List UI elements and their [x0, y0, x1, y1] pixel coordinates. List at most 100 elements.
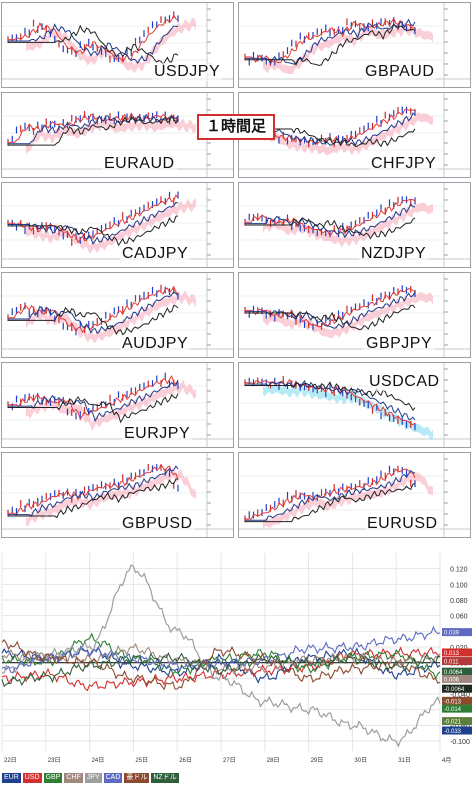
ichimoku-cloud — [263, 382, 433, 441]
pair-label: EURJPY — [122, 425, 193, 443]
ma-mid — [8, 23, 179, 65]
ma-long — [245, 23, 416, 66]
x-tick-label: 28日 — [267, 757, 280, 764]
ma-long — [8, 304, 179, 336]
price-panel-usdjpy: USDJPY — [1, 2, 234, 88]
last-value-label: -0.014 — [444, 707, 462, 713]
ichimoku-cloud — [26, 379, 196, 432]
last-value-badge — [442, 696, 472, 705]
ma-short — [245, 17, 416, 64]
ma-long — [245, 217, 416, 240]
last-value-label: 0.006 — [444, 677, 460, 683]
price-svg — [2, 453, 233, 537]
price-svg — [2, 3, 233, 87]
ma-long — [8, 24, 179, 66]
price-panel-usdcad: USDCAD — [238, 362, 471, 448]
x-tick-label: 27日 — [223, 757, 236, 764]
last-value-badge — [442, 657, 472, 666]
ichimoku-cloud — [263, 112, 433, 156]
last-value-badge — [442, 648, 472, 657]
series-line — [1, 652, 441, 688]
price-panel-gbpusd: GBPUSD — [1, 452, 234, 538]
ma-mid — [8, 465, 179, 517]
ma-short — [8, 285, 179, 333]
ma-mid — [245, 18, 416, 65]
price-svg — [239, 183, 470, 267]
last-value-label: -0.033 — [444, 729, 462, 735]
pair-label: EURUSD — [365, 515, 440, 533]
last-value-badge — [442, 704, 472, 713]
price-svg — [239, 363, 470, 447]
series-line — [1, 646, 441, 692]
ichimoku-cloud — [26, 17, 196, 74]
last-value-label: 0.039 — [444, 631, 460, 637]
ma-short — [8, 14, 179, 63]
ma-long — [8, 393, 179, 424]
series-line — [1, 642, 441, 675]
price-panel-nzdjpy: NZDJPY — [238, 182, 471, 268]
y-tick-label: 0.060 — [450, 614, 468, 621]
ichimoku-cloud — [26, 290, 196, 344]
pair-label: GBPJPY — [364, 335, 435, 353]
ma-short — [245, 468, 416, 520]
price-panel-chfjpy: CHFJPY — [238, 92, 471, 178]
y-tick-label: 0.120 — [450, 567, 468, 574]
ma-mid — [245, 469, 416, 521]
ma-mid — [8, 113, 179, 145]
pair-label: USDJPY — [152, 63, 223, 81]
last-value-badge — [442, 684, 472, 693]
currency-legend: EUR USD GBP CHF JPY CAD 豪ドル NZドル — [2, 773, 179, 783]
pair-label: GBPUSD — [120, 515, 195, 533]
legend-item[interactable]: EUR — [2, 773, 21, 783]
ma-short — [8, 463, 179, 516]
ma-short — [8, 112, 179, 143]
legend-item[interactable]: USD — [22, 773, 42, 783]
price-svg — [239, 453, 470, 537]
last-value-badge — [442, 674, 472, 683]
last-value-label: -0.0064 — [444, 687, 465, 693]
legend-item[interactable]: 豪ドル — [124, 773, 150, 783]
ichimoku-cloud — [263, 472, 433, 531]
x-tick-label: 26日 — [179, 757, 192, 764]
price-svg — [2, 273, 233, 357]
ma-mid — [8, 290, 179, 335]
last-value-badge — [442, 717, 472, 726]
price-panel-gbpjpy: GBPJPY — [238, 272, 471, 358]
x-tick-label: 4月 — [442, 757, 451, 764]
ichimoku-cloud — [26, 116, 196, 154]
last-value-badge — [442, 726, 472, 735]
pair-label: AUDJPY — [120, 335, 191, 353]
price-panel-audjpy: AUDJPY — [1, 272, 234, 358]
legend-item[interactable]: CHF — [64, 773, 83, 783]
last-value-label: 0.0064 — [444, 670, 463, 676]
ma-long — [245, 381, 416, 411]
pair-label: GBPAUD — [363, 63, 437, 81]
y-tick-label: -0.040 — [450, 692, 470, 699]
currency-strength-chart: 0.1200.1000.0800.0600.0400.0200.000-0.02… — [0, 545, 474, 786]
legend-item[interactable]: CAD — [103, 773, 123, 783]
ichimoku-cloud — [263, 292, 433, 339]
ma-short — [245, 288, 416, 328]
ma-short — [8, 375, 179, 421]
pair-label: EURAUD — [102, 155, 177, 173]
last-value-badge — [442, 628, 472, 637]
ichimoku-cloud — [26, 468, 196, 527]
price-panel-eurjpy: EURJPY — [1, 362, 234, 448]
legend-item[interactable]: NZドル — [151, 773, 179, 783]
series-line — [1, 638, 441, 691]
y-tick-label: 0.080 — [450, 598, 468, 605]
price-svg — [2, 93, 233, 177]
ichimoku-cloud — [263, 21, 433, 75]
legend-item[interactable]: JPY — [84, 773, 102, 783]
last-value-label: -0.021 — [444, 720, 462, 726]
ma-mid — [245, 203, 416, 239]
ma-mid — [245, 291, 416, 329]
price-panel-cadjpy: CADJPY — [1, 182, 234, 268]
x-tick-label: 31日 — [398, 757, 411, 764]
x-tick-label: 25日 — [135, 757, 148, 764]
last-value-label: -0.013 — [444, 699, 462, 705]
pair-label: USDCAD — [367, 373, 442, 391]
ma-mid — [8, 380, 179, 423]
ichimoku-cloud — [26, 198, 196, 255]
legend-item[interactable]: GBP — [43, 773, 63, 783]
